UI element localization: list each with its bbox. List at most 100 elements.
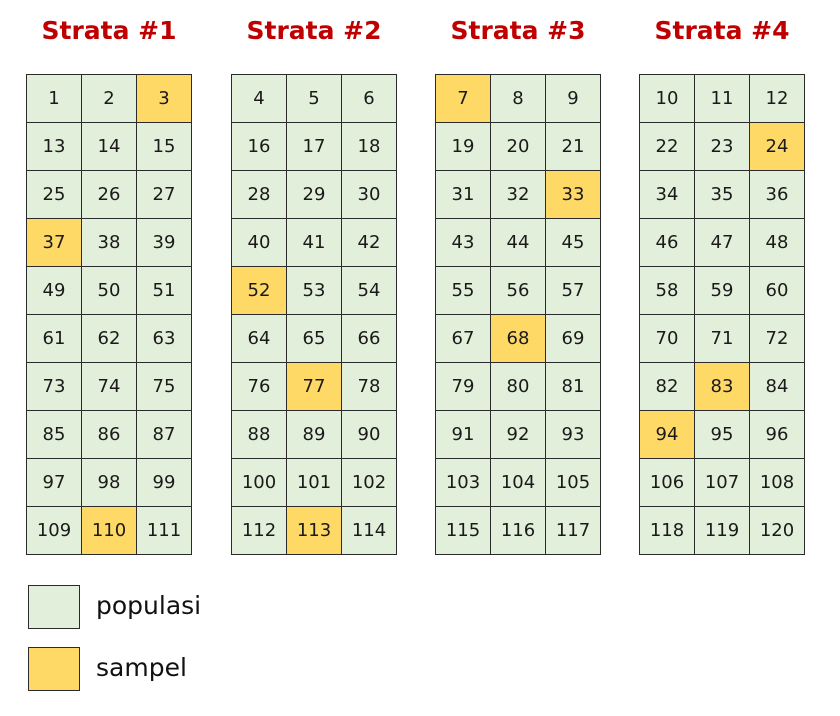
grid-row: 64 65 66	[231, 314, 397, 363]
population-cell: 20	[490, 122, 546, 171]
population-cell: 1	[26, 74, 82, 123]
population-cell: 91	[435, 410, 491, 459]
sample-cell: 94	[639, 410, 695, 459]
population-cell: 85	[26, 410, 82, 459]
grid-row: 46 47 48	[639, 218, 805, 267]
grid-row: 79 80 81	[435, 362, 601, 411]
population-cell: 49	[26, 266, 82, 315]
population-cell: 92	[490, 410, 546, 459]
population-cell: 88	[231, 410, 287, 459]
population-cell: 80	[490, 362, 546, 411]
population-cell: 89	[286, 410, 342, 459]
population-cell: 100	[231, 458, 287, 507]
population-cell: 53	[286, 266, 342, 315]
population-cell: 106	[639, 458, 695, 507]
grid-row: 43 44 45	[435, 218, 601, 267]
grid-row: 10 11 12	[639, 74, 805, 123]
population-cell: 58	[639, 266, 695, 315]
grid-row: 91 92 93	[435, 410, 601, 459]
population-cell: 82	[639, 362, 695, 411]
population-cell: 112	[231, 506, 287, 555]
population-cell: 6	[341, 74, 397, 123]
sample-cell: 24	[749, 122, 805, 171]
population-cell: 30	[341, 170, 397, 219]
grid-row: 40 41 42	[231, 218, 397, 267]
population-cell: 2	[81, 74, 137, 123]
strata-title: Strata #1	[41, 16, 177, 45]
population-cell: 115	[435, 506, 491, 555]
population-cell: 120	[749, 506, 805, 555]
grid-row: 103 104 105	[435, 458, 601, 507]
population-cell: 75	[136, 362, 192, 411]
grid-row: 109 110 111	[26, 506, 192, 555]
population-cell: 76	[231, 362, 287, 411]
population-cell: 44	[490, 218, 546, 267]
population-cell: 61	[26, 314, 82, 363]
population-cell: 32	[490, 170, 546, 219]
population-cell: 34	[639, 170, 695, 219]
grid-row: 70 71 72	[639, 314, 805, 363]
population-cell: 104	[490, 458, 546, 507]
population-cell: 27	[136, 170, 192, 219]
population-cell: 43	[435, 218, 491, 267]
population-cell: 5	[286, 74, 342, 123]
population-cell: 14	[81, 122, 137, 171]
population-cell: 101	[286, 458, 342, 507]
legend-swatch-sampel	[28, 647, 80, 691]
population-cell: 109	[26, 506, 82, 555]
population-cell: 41	[286, 218, 342, 267]
population-cell: 63	[136, 314, 192, 363]
sample-cell: 37	[26, 218, 82, 267]
legend-swatch-populasi	[28, 585, 80, 629]
population-cell: 71	[694, 314, 750, 363]
population-cell: 12	[749, 74, 805, 123]
population-cell: 84	[749, 362, 805, 411]
sample-cell: 83	[694, 362, 750, 411]
population-cell: 93	[545, 410, 601, 459]
population-cell: 105	[545, 458, 601, 507]
grid-row: 82 83 84	[639, 362, 805, 411]
population-cell: 54	[341, 266, 397, 315]
population-cell: 73	[26, 362, 82, 411]
population-cell: 65	[286, 314, 342, 363]
population-cell: 51	[136, 266, 192, 315]
population-cell: 116	[490, 506, 546, 555]
sample-cell: 52	[231, 266, 287, 315]
population-cell: 21	[545, 122, 601, 171]
population-cell: 90	[341, 410, 397, 459]
grid-row: 67 68 69	[435, 314, 601, 363]
population-cell: 72	[749, 314, 805, 363]
population-cell: 48	[749, 218, 805, 267]
population-cell: 4	[231, 74, 287, 123]
strata-grid: 7 8 9 19 20 21 31 32 33 43 44 45 55 56 57 67 68 69 79 80 81 9…	[435, 74, 601, 555]
sample-cell: 33	[545, 170, 601, 219]
grid-row: 97 98 99	[26, 458, 192, 507]
population-cell: 45	[545, 218, 601, 267]
grid-row: 94 95 96	[639, 410, 805, 459]
population-cell: 81	[545, 362, 601, 411]
grid-row: 58 59 60	[639, 266, 805, 315]
population-cell: 15	[136, 122, 192, 171]
population-cell: 66	[341, 314, 397, 363]
population-cell: 74	[81, 362, 137, 411]
grid-row: 52 53 54	[231, 266, 397, 315]
population-cell: 64	[231, 314, 287, 363]
population-cell: 62	[81, 314, 137, 363]
population-cell: 16	[231, 122, 287, 171]
population-cell: 50	[81, 266, 137, 315]
population-cell: 22	[639, 122, 695, 171]
population-cell: 38	[81, 218, 137, 267]
grid-row: 88 89 90	[231, 410, 397, 459]
strata-title: Strata #3	[450, 16, 586, 45]
strata-grid: 1 2 3 13 14 15 25 26 27 37 38 39 49 50 51 61 62 63 73 74 75 8…	[26, 74, 192, 555]
grid-row: 61 62 63	[26, 314, 192, 363]
grid-row: 106 107 108	[639, 458, 805, 507]
grid-row: 100 101 102	[231, 458, 397, 507]
grid-row: 28 29 30	[231, 170, 397, 219]
grid-row: 16 17 18	[231, 122, 397, 171]
population-cell: 119	[694, 506, 750, 555]
population-cell: 107	[694, 458, 750, 507]
sample-cell: 68	[490, 314, 546, 363]
